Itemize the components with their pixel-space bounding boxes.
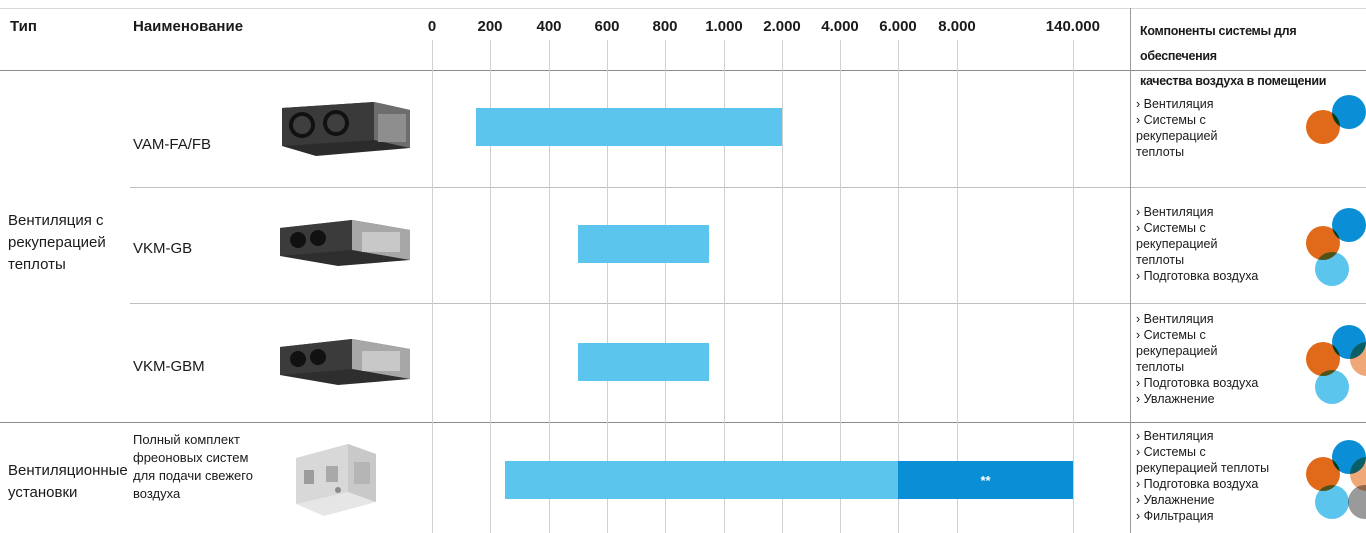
vkm-gbm-unit-image bbox=[280, 339, 410, 385]
x-tick-label: 140.000 bbox=[1045, 18, 1100, 35]
component-item: › Вентиляция bbox=[1136, 312, 1214, 326]
component-item: › Системы с bbox=[1136, 113, 1206, 127]
x-tick-label: 800 bbox=[652, 18, 678, 35]
components-list-fresh-air: › Вентиляция › Системы с рекуперацией тепл… bbox=[1136, 428, 1294, 533]
components-list-vam: › Вентиляция › Системы с рекуперацией тепло… bbox=[1136, 96, 1294, 160]
x-tick-label: 400 bbox=[536, 18, 562, 35]
component-item: › Системы с bbox=[1136, 328, 1206, 342]
x-tick-label: 600 bbox=[594, 18, 620, 35]
component-item: › Вентиляция bbox=[1136, 97, 1214, 111]
column-header-name: Наименование bbox=[133, 18, 244, 35]
x-tick-label: 4.000 bbox=[821, 18, 859, 35]
name-label-vam: VAM-FA/FB bbox=[133, 136, 212, 153]
name-label-vkm-gb: VKM-GB bbox=[133, 240, 193, 257]
x-tick-label: 1.000 bbox=[705, 18, 743, 35]
component-item: › Увлажнение bbox=[1136, 493, 1215, 507]
x-gridline bbox=[1073, 40, 1074, 533]
components-header-line-2: качества воздуха в помещении bbox=[1140, 74, 1327, 88]
x-tick-label: 2.000 bbox=[763, 18, 801, 35]
range-bar bbox=[578, 343, 710, 381]
x-gridline bbox=[665, 40, 666, 533]
row-divider-3 bbox=[0, 422, 1366, 423]
component-item: › Подготовка воздуха bbox=[1136, 269, 1259, 283]
component-indicator-circle bbox=[1315, 370, 1349, 404]
x-gridline bbox=[432, 40, 433, 533]
range-bar bbox=[504, 461, 898, 499]
type-label-units: Вентиляционные установки bbox=[8, 460, 132, 504]
components-column-divider bbox=[1130, 8, 1131, 533]
x-gridline bbox=[782, 40, 783, 533]
component-item: рекуперацией bbox=[1136, 129, 1218, 143]
component-item: теплоты bbox=[1136, 145, 1185, 159]
components-list-vkm-gbm: › Вентиляция › Системы с рекуперацией тепло… bbox=[1136, 311, 1294, 407]
component-indicator-circle bbox=[1350, 342, 1366, 376]
x-gridline bbox=[549, 40, 550, 533]
range-bar bbox=[475, 108, 782, 146]
component-item: теплоты bbox=[1136, 253, 1185, 267]
component-item: › Подготовка воздуха bbox=[1136, 477, 1259, 491]
component-item: › Системы с bbox=[1136, 221, 1206, 235]
x-gridline bbox=[898, 40, 899, 533]
top-border bbox=[0, 8, 1366, 9]
component-item: › Системы с bbox=[1136, 445, 1206, 459]
component-item: › Вентиляция bbox=[1136, 205, 1214, 219]
column-header-type: Тип bbox=[10, 18, 37, 35]
component-indicator-circle bbox=[1332, 95, 1366, 129]
type-label-text: Вентиляционные установки bbox=[8, 462, 128, 501]
component-item: рекуперацией теплоты bbox=[1136, 461, 1270, 475]
row-divider-2 bbox=[130, 303, 1366, 304]
name-label-fresh-air-kit: Полный комплект фреоновых систем для под… bbox=[133, 432, 253, 501]
range-bar-extended: ** bbox=[898, 461, 1073, 499]
component-item: рекуперацией bbox=[1136, 344, 1218, 358]
type-label-text: Вентиляция с рекуперацией теплоты bbox=[8, 212, 106, 273]
component-indicator-circle bbox=[1315, 252, 1349, 286]
type-label-ventilation: Вентиляция с рекуперацией теплоты bbox=[8, 210, 138, 276]
component-item: › Вентиляция bbox=[1136, 429, 1214, 443]
range-bar bbox=[578, 225, 710, 263]
component-item: рекуперацией bbox=[1136, 237, 1218, 251]
component-item: › Фильтрация bbox=[1136, 509, 1214, 523]
x-gridline bbox=[607, 40, 608, 533]
component-indicator-circle bbox=[1315, 485, 1349, 519]
x-gridline bbox=[490, 40, 491, 533]
component-indicator-circle bbox=[1350, 457, 1366, 491]
component-item: теплоты bbox=[1136, 360, 1185, 374]
x-tick-label: 6.000 bbox=[879, 18, 917, 35]
x-tick-label: 8.000 bbox=[938, 18, 976, 35]
name-label-vkm-gbm: VKM-GBM bbox=[133, 358, 205, 375]
vam-unit-image bbox=[282, 102, 410, 156]
component-item: › Увлажнение bbox=[1136, 392, 1215, 406]
components-list-vkm-gb: › Вентиляция › Системы с рекуперацией тепло… bbox=[1136, 204, 1294, 284]
header-divider bbox=[0, 70, 1366, 71]
component-item: › Подготовка воздуха bbox=[1136, 376, 1259, 390]
vkm-gb-unit-image bbox=[280, 220, 410, 266]
x-tick-label: 200 bbox=[477, 18, 503, 35]
components-header-line-1: Компоненты системы для обеспечения bbox=[1140, 24, 1297, 63]
column-header-components: Компоненты системы для обеспечения качес… bbox=[1140, 19, 1366, 94]
x-gridline bbox=[840, 40, 841, 533]
component-indicator-circle bbox=[1348, 485, 1366, 519]
x-tick-label: 0 bbox=[427, 18, 437, 35]
row-divider-1 bbox=[130, 187, 1366, 188]
x-gridline bbox=[724, 40, 725, 533]
air-handling-unit-image bbox=[296, 444, 376, 516]
component-indicator-circle bbox=[1332, 208, 1366, 242]
x-gridline bbox=[957, 40, 958, 533]
